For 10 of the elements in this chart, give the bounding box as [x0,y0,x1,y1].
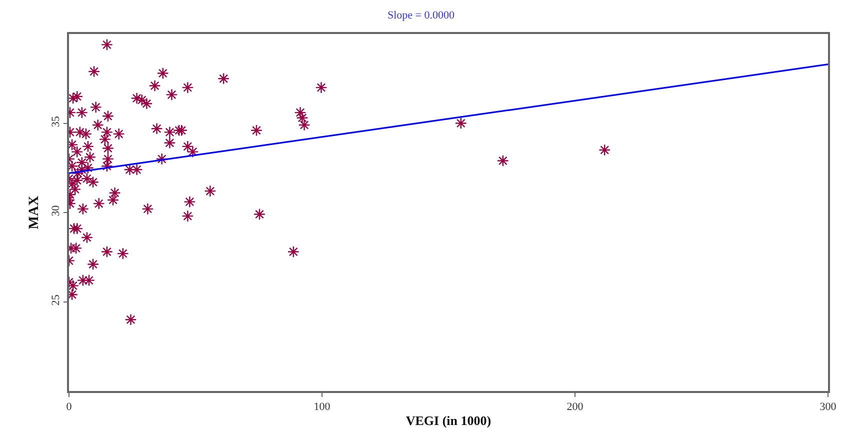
x-tick-label: 100 [314,400,331,413]
x-tick-label: 0 [66,400,72,413]
chart-title: Slope = 0.0000 [387,10,455,22]
x-axis-title: VEGI (in 1000) [406,413,492,428]
x-tick-label: 300 [820,400,837,413]
y-tick-label: 35 [50,116,62,128]
x-tick-label: 200 [566,400,584,413]
y-axis-title: MAX [26,196,42,230]
y-tick-label: 30 [50,204,62,216]
y-tick-label: 25 [50,294,62,306]
